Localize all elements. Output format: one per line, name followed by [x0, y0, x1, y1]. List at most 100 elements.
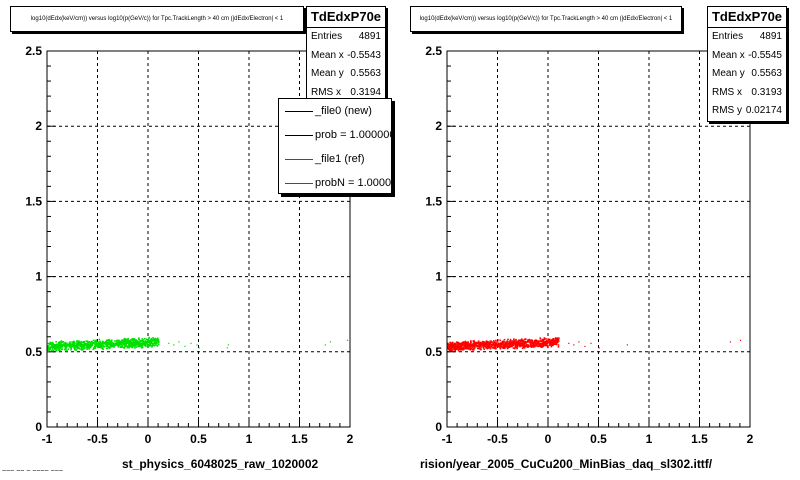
data-point	[135, 341, 137, 344]
data-point	[537, 342, 540, 345]
data-point	[55, 345, 58, 348]
data-point	[460, 346, 463, 348]
data-point	[522, 340, 525, 343]
data-point	[552, 340, 555, 343]
data-point	[127, 338, 129, 341]
data-point	[554, 337, 557, 340]
data-point	[550, 345, 553, 348]
data-point	[92, 348, 95, 351]
legend-swatch	[285, 159, 313, 160]
data-point	[524, 338, 527, 340]
data-point	[141, 343, 144, 345]
data-point	[520, 344, 522, 347]
data-point	[545, 342, 548, 345]
data-point	[151, 339, 154, 341]
data-point	[463, 342, 466, 344]
data-point	[59, 347, 61, 350]
data-point	[83, 341, 86, 344]
stats-label: Mean x	[712, 49, 745, 61]
data-point	[85, 340, 88, 342]
data-point	[510, 342, 513, 344]
data-point	[94, 346, 97, 348]
data-point	[62, 341, 64, 343]
data-point	[98, 343, 100, 345]
data-point	[461, 343, 464, 345]
legend-swatch	[285, 111, 313, 112]
data-point	[550, 344, 553, 346]
left-stats-row: RMS x 0.3194	[307, 84, 385, 103]
data-point	[449, 348, 451, 350]
data-point	[68, 344, 70, 346]
data-point	[501, 343, 503, 345]
data-point	[99, 341, 101, 344]
data-point	[473, 341, 476, 344]
data-point	[504, 347, 506, 349]
data-point	[123, 337, 126, 340]
data-point	[479, 345, 482, 347]
data-point	[551, 343, 554, 346]
data-point	[93, 342, 96, 345]
data-point	[471, 344, 473, 347]
stats-value: 0.3193	[751, 86, 782, 98]
data-point	[483, 345, 486, 348]
data-point	[483, 344, 485, 347]
data-point	[460, 344, 463, 347]
data-point	[520, 340, 522, 343]
data-point	[452, 344, 455, 347]
left-stats-name: TdEdxP70e	[307, 7, 385, 28]
data-point	[453, 346, 456, 349]
data-point	[463, 348, 465, 351]
data-point	[123, 339, 125, 341]
data-point	[464, 340, 467, 343]
y-tick-label: 2.5	[425, 44, 442, 58]
data-point	[65, 344, 67, 346]
data-point	[150, 340, 152, 343]
data-point	[109, 341, 112, 343]
legend-entry: probN = 1.000000	[279, 171, 391, 193]
data-point	[178, 341, 180, 343]
data-point	[135, 344, 138, 346]
data-point	[470, 341, 472, 344]
data-point	[93, 347, 95, 349]
data-point	[535, 342, 537, 345]
data-point	[507, 345, 510, 348]
data-point	[471, 346, 474, 349]
data-point	[532, 346, 535, 348]
data-point	[556, 339, 558, 342]
data-point	[549, 340, 551, 342]
data-point	[59, 345, 62, 348]
data-point	[100, 345, 103, 348]
data-point	[541, 338, 544, 341]
data-point	[531, 340, 534, 342]
data-point	[530, 344, 533, 347]
data-point	[157, 343, 160, 345]
data-point	[467, 342, 469, 345]
data-point	[118, 344, 121, 346]
data-point	[61, 344, 63, 346]
data-point	[535, 343, 538, 346]
data-point	[484, 344, 487, 346]
data-point	[549, 344, 552, 347]
data-point	[549, 342, 552, 344]
data-point	[455, 346, 458, 349]
data-point	[451, 342, 454, 345]
left-scatter-plot: -1 -0.5 0 0.5 1 1.5 2 0 0.5 1 1.5 2 2.5	[25, 44, 353, 446]
data-point	[147, 338, 149, 341]
data-point	[451, 341, 454, 344]
data-point	[119, 346, 122, 348]
data-point	[532, 344, 535, 346]
data-point	[55, 347, 57, 349]
data-point	[524, 338, 526, 341]
data-point	[482, 343, 485, 345]
data-point	[550, 341, 552, 343]
data-point	[493, 341, 496, 344]
data-point	[130, 344, 133, 347]
right-chart-title: log10(dEdx(keV/cm)) versus log10(p(GeV/c…	[410, 6, 682, 32]
data-point	[146, 343, 149, 345]
data-point	[69, 341, 71, 343]
x-tick-label: 0.5	[190, 432, 207, 446]
data-point	[70, 346, 72, 348]
data-point	[729, 341, 731, 343]
data-point	[486, 344, 488, 347]
data-point	[456, 342, 459, 345]
